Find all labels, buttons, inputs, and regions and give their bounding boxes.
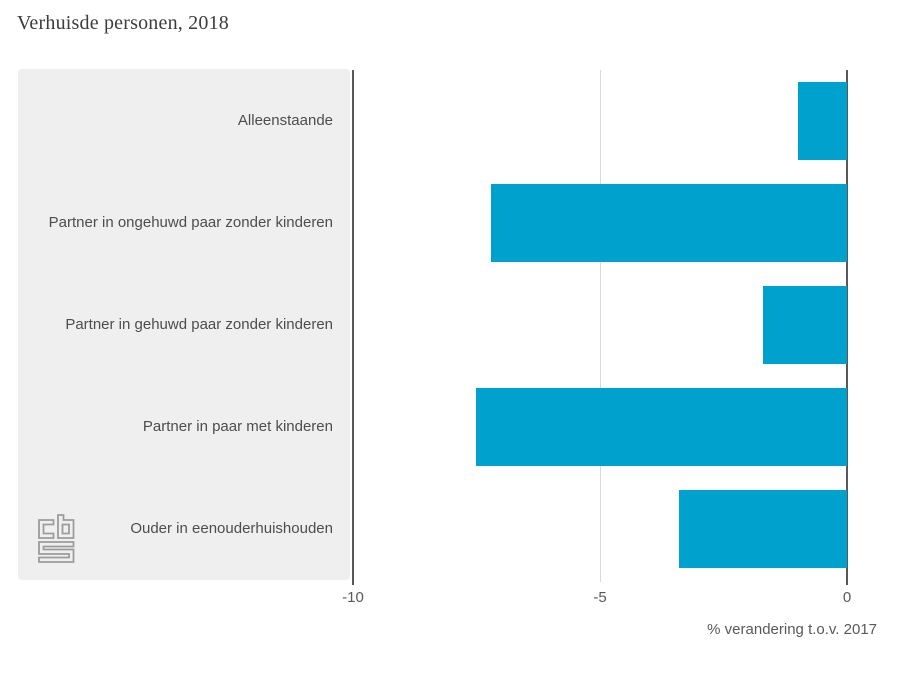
- category-labels: Alleenstaande Partner in ongehuwd paar zo…: [18, 70, 350, 580]
- category-label: Partner in ongehuwd paar zonder kinderen: [48, 214, 333, 231]
- bar-5: [679, 490, 847, 568]
- category-panel: [18, 69, 350, 580]
- x-tick-label: 0: [842, 589, 852, 606]
- chart-title: Verhuisde personen, 2018: [17, 12, 229, 34]
- category-label: Alleenstaande: [237, 112, 333, 129]
- gridline: [600, 70, 601, 582]
- cbs-logo-letter-s: [38, 541, 75, 563]
- cbs-logo-letter-c: [38, 519, 55, 539]
- category-label: Ouder in eenouderhuishouden: [130, 520, 333, 537]
- cbs-logo: [38, 514, 75, 563]
- x-axis-label: % verandering t.o.v. 2017: [707, 621, 877, 638]
- category-label: Partner in gehuwd paar zonder kinderen: [65, 316, 333, 333]
- axis-line: [846, 70, 848, 585]
- x-tick-label: -5: [593, 589, 607, 606]
- bar-2: [491, 184, 847, 262]
- cbs-logo-letter-b: [57, 514, 75, 539]
- bar-3: [763, 286, 847, 364]
- bar-4: [476, 388, 847, 466]
- category-label: Partner in paar met kinderen: [142, 418, 333, 435]
- plot-area: [353, 70, 847, 580]
- x-tick-label: -10: [342, 589, 364, 606]
- axis-line: [352, 70, 354, 585]
- bar-1: [798, 82, 847, 160]
